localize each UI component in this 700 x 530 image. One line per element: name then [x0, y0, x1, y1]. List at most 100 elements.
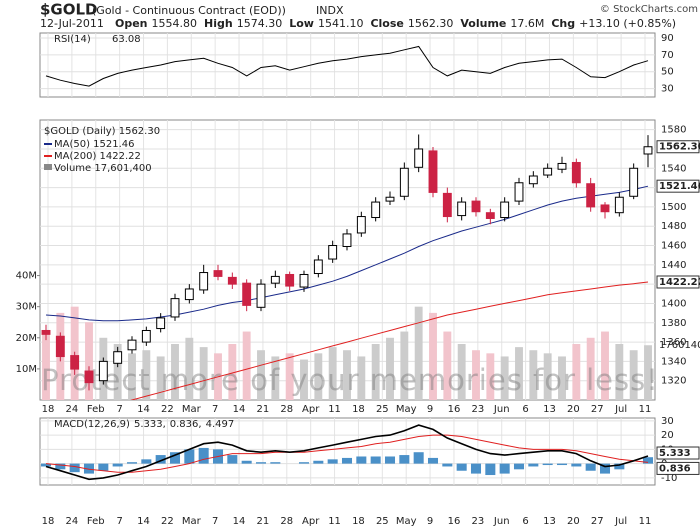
histogram-bar — [485, 463, 496, 476]
stat-label: High — [204, 17, 233, 30]
histogram-bar — [83, 463, 95, 474]
y-tick-label: 1400 — [661, 298, 686, 309]
x-tick-label: 16 — [448, 404, 461, 415]
candle-body — [184, 288, 194, 301]
volume-bar — [443, 331, 452, 400]
candle-body — [457, 201, 467, 217]
candle-body — [557, 162, 567, 170]
date: 12-Jul-2011 — [40, 17, 104, 30]
panel-label: MACD(12,26,9) — [54, 419, 130, 430]
volume-bar — [328, 347, 337, 400]
legend-entry: Volume 17,601,400 — [54, 163, 152, 174]
candle-body — [256, 283, 266, 308]
x-tick-label: 22 — [161, 516, 174, 527]
x-tick-label: Jul — [614, 516, 627, 527]
histogram-bar — [227, 455, 238, 464]
x-tick-label: 9 — [427, 516, 433, 527]
histogram-bar — [112, 463, 123, 467]
candle-body — [442, 192, 452, 218]
candle-body — [371, 201, 381, 219]
stat-label: Open — [115, 17, 148, 30]
x-tick-label: 11 — [639, 404, 652, 415]
volume-bar — [515, 347, 523, 400]
volume-bar — [171, 344, 179, 400]
x-tick-label: 7 — [116, 404, 122, 415]
candle-body — [514, 182, 524, 202]
stat-value: 1562.30 — [408, 17, 454, 30]
x-tick-label: Apr — [302, 516, 320, 527]
volume-bar — [400, 331, 409, 400]
line-series — [45, 185, 649, 322]
line-series — [45, 434, 649, 473]
candle-body — [342, 233, 352, 247]
y-tick-label: 1480 — [661, 221, 686, 232]
volume-bar — [228, 344, 237, 400]
x-tick-label: 18 — [42, 516, 55, 527]
volume-bar — [486, 353, 495, 400]
panel-value: 5.333, — [134, 419, 166, 430]
volume-bar — [429, 312, 437, 400]
histogram-bar — [413, 452, 424, 464]
y-tick-label: 30 — [661, 84, 674, 95]
histogram-bar — [141, 459, 152, 464]
stat-label: Chg — [551, 17, 575, 30]
histogram-bar — [155, 455, 166, 464]
volume-bar — [601, 331, 609, 400]
histogram-bar — [585, 463, 596, 471]
histogram-bar — [513, 463, 525, 470]
histogram-bar — [499, 463, 510, 474]
volume-bar — [414, 306, 423, 400]
volume-last: 1760140 — [659, 340, 700, 351]
x-tick-label: 13 — [543, 404, 556, 415]
volume-tick-label: 30M — [16, 302, 37, 313]
y-tick-label: 1580 — [661, 125, 686, 136]
x-tick-label: Mar — [182, 404, 202, 415]
line-series — [45, 424, 649, 481]
candle-body — [356, 216, 366, 234]
stat-label: Volume — [460, 17, 506, 30]
x-tick-label: 27 — [591, 404, 604, 415]
y-tick-label: 1540 — [661, 163, 686, 174]
candle-body — [141, 329, 151, 343]
value-box-label: 0.836 — [659, 463, 691, 474]
volume-bar — [185, 337, 194, 400]
candle-body — [127, 339, 137, 351]
x-tick-label: May — [396, 404, 417, 415]
candle-body — [285, 273, 295, 287]
histogram-bar — [356, 456, 367, 464]
panel-value: 4.497 — [206, 419, 235, 430]
candle-body — [113, 351, 123, 364]
histogram-bar — [384, 456, 396, 464]
x-tick-label: 24 — [66, 404, 79, 415]
stat-value: +13.10 (+0.85%) — [579, 17, 676, 30]
candle-body — [528, 175, 538, 185]
x-tick-label: 25 — [376, 404, 389, 415]
volume-bar — [457, 344, 466, 400]
y-tick-label: 70 — [661, 50, 674, 61]
x-tick-label: 6 — [522, 516, 528, 527]
y-tick-label: 1340 — [661, 356, 686, 367]
x-tick-label: 14 — [233, 404, 246, 415]
candle-body — [500, 201, 510, 219]
y-tick-label: 1500 — [661, 202, 686, 213]
x-tick-label: 6 — [522, 404, 528, 415]
volume-bar — [271, 356, 280, 400]
histogram-bar — [184, 449, 195, 464]
candle-body — [399, 167, 409, 197]
histogram-bar — [442, 463, 453, 467]
volume-bar — [285, 353, 294, 400]
volume-bar — [572, 344, 581, 400]
x-tick-label: 16 — [448, 516, 461, 527]
x-tick-label: 28 — [280, 404, 293, 415]
legend-entry: MA(50) 1521.46 — [54, 139, 135, 150]
x-tick-label: 7 — [116, 516, 122, 527]
x-tick-label: 21 — [257, 404, 270, 415]
candle-body — [227, 276, 237, 285]
volume-bar — [300, 359, 308, 400]
x-tick-label: 7 — [212, 516, 218, 527]
volume-bar — [472, 350, 480, 400]
stat-label: Close — [370, 17, 403, 30]
x-tick-label: Mar — [182, 516, 202, 527]
volume-bar — [343, 350, 351, 400]
